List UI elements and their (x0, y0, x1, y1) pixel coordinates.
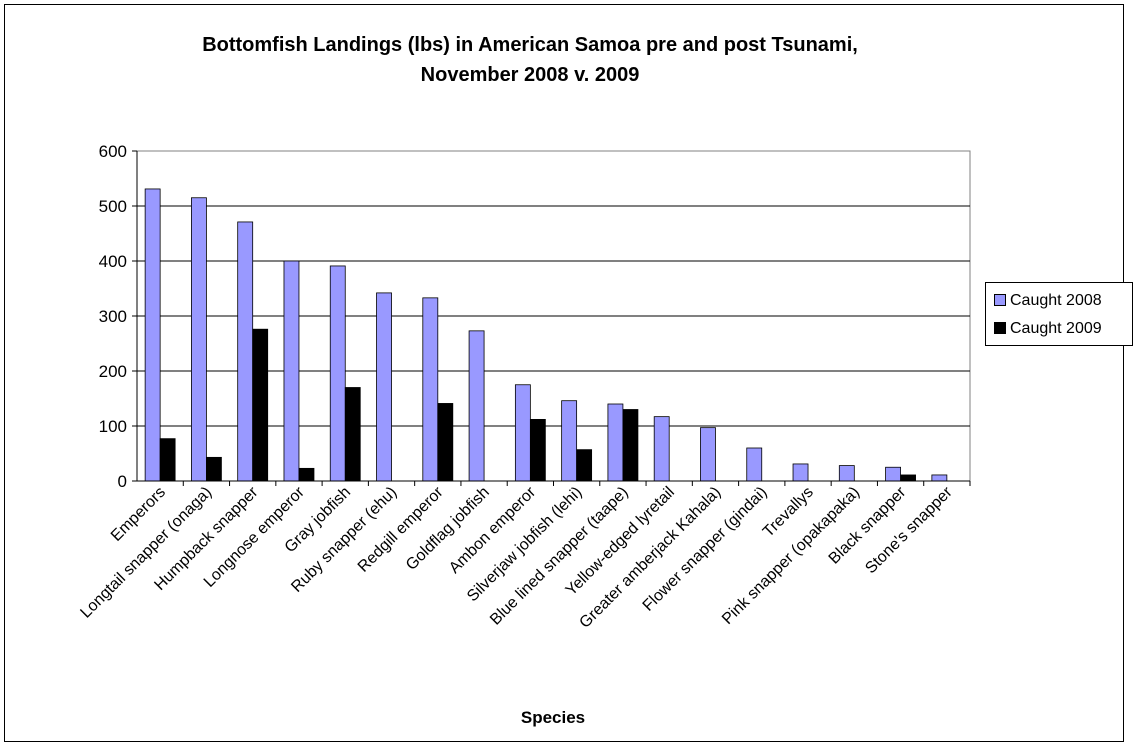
bar-caught-2009 (252, 328, 269, 482)
bar-caught-2008 (792, 463, 809, 482)
bar-caught-2008 (885, 466, 901, 482)
bar-caught-2009 (437, 403, 454, 482)
bar-caught-2008 (653, 416, 670, 482)
legend-item-2009: Caught 2009 (994, 319, 1102, 339)
bar-caught-2008 (422, 297, 439, 482)
bar-caught-2008 (329, 265, 346, 482)
bar-caught-2009 (206, 456, 222, 482)
legend-swatch-2008 (994, 294, 1006, 306)
bar-caught-2008 (468, 330, 485, 482)
bar-caught-2008 (838, 465, 855, 482)
legend: Caught 2008 Caught 2009 (985, 282, 1133, 346)
bar-caught-2009 (622, 409, 639, 482)
bars (144, 188, 948, 482)
bar-caught-2009 (298, 467, 315, 482)
bar-caught-2008 (376, 292, 392, 482)
bar-caught-2009 (344, 387, 361, 482)
y-axis-ticks: 0 100 200 300 400 500 600 (99, 142, 137, 491)
y-tick-label: 100 (99, 417, 127, 436)
legend-label-2008: Caught 2008 (1010, 292, 1102, 309)
bar-caught-2008 (237, 221, 254, 482)
bar-caught-2008 (931, 474, 948, 482)
bar-caught-2008 (607, 403, 624, 482)
x-tick-label: Ambon emperor (446, 483, 540, 577)
bar-caught-2009 (529, 418, 546, 482)
bar-caught-2008 (283, 260, 300, 482)
x-tick-label: Goldflag jobfish (403, 484, 493, 574)
y-tick-label: 200 (99, 362, 127, 381)
chart-title-line-2: November 2008 v. 2009 (420, 64, 640, 86)
bar-caught-2009 (576, 449, 593, 482)
bar-caught-2009 (900, 474, 916, 482)
chart-title-line-1: Bottomfish Landings (lbs) in American Sa… (202, 34, 858, 56)
x-axis-title: Species (521, 708, 585, 727)
bar-caught-2008 (700, 427, 716, 482)
gridlines (137, 205, 970, 427)
bar-caught-2009 (159, 438, 176, 482)
legend-swatch-2009 (994, 322, 1006, 334)
x-tick-label: Stone's snapper (862, 483, 956, 577)
chart-frame (4, 4, 1124, 742)
y-tick-label: 400 (99, 252, 127, 271)
bar-caught-2008 (191, 197, 207, 482)
legend-label-2009: Caught 2009 (1010, 320, 1102, 337)
bar-caught-2008 (514, 384, 531, 482)
bar-caught-2008 (561, 400, 578, 482)
x-tick-label: Redgill emperor (355, 483, 447, 575)
y-tick-label: 500 (99, 197, 127, 216)
bar-caught-2008 (144, 188, 161, 482)
bar-caught-2008 (746, 447, 763, 482)
chart-title: Bottomfish Landings (lbs) in American Sa… (0, 30, 1060, 90)
y-tick-label: 0 (118, 472, 127, 491)
legend-item-2008: Caught 2008 (994, 291, 1102, 311)
y-tick-label: 300 (99, 307, 127, 326)
y-tick-label: 600 (99, 142, 127, 161)
